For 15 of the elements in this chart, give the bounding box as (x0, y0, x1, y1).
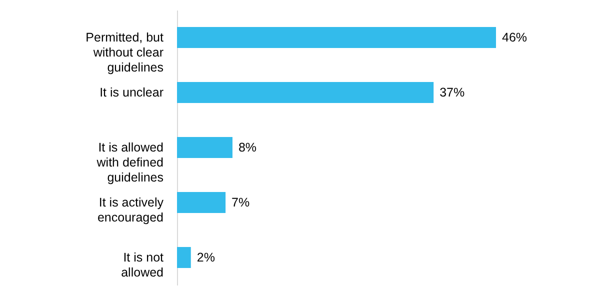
y-tick-label: It is unclear (100, 86, 164, 100)
bar (177, 27, 496, 48)
y-tick-label: Permitted, but without clear guidelines (86, 30, 164, 74)
data-label: 2% (196, 250, 215, 264)
data-label: 8% (238, 140, 257, 154)
data-label: 46% (502, 30, 528, 44)
bar (177, 247, 191, 268)
bar (177, 192, 226, 213)
data-label: 7% (232, 196, 250, 210)
y-tick-label: It is not allowed (121, 250, 164, 280)
data-label: 37% (440, 86, 465, 100)
bar (177, 82, 434, 103)
bar (177, 137, 232, 158)
y-tick-label: It is allowed with defined guidelines (96, 140, 164, 184)
y-tick-label: It is actively encouraged (97, 196, 164, 224)
